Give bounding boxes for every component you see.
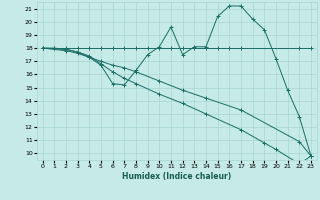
X-axis label: Humidex (Indice chaleur): Humidex (Indice chaleur) — [122, 172, 231, 181]
